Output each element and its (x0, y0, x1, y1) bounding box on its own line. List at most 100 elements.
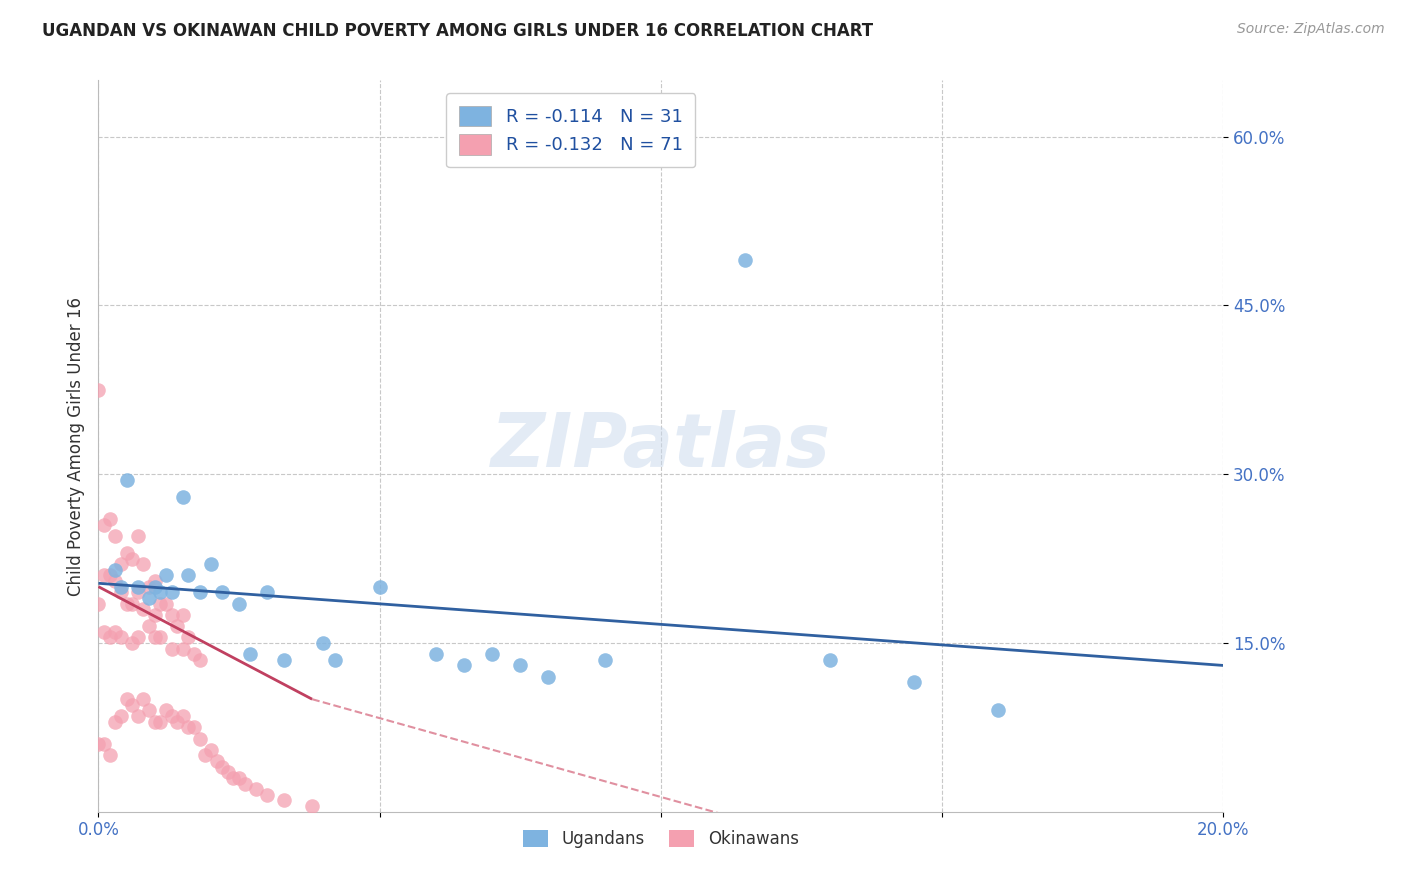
Point (256, 788, 278, 802)
Point (98, 630, 121, 644)
Point (98, 568, 121, 582)
Point (143, 574, 166, 588)
Point (149, 585, 172, 599)
Point (200, 557, 222, 571)
Point (143, 607, 166, 622)
Point (172, 607, 194, 622)
Point (93, 517, 115, 532)
Point (273, 653, 295, 667)
Point (194, 748, 217, 763)
Point (110, 709, 132, 723)
Point (301, 799, 323, 814)
Point (172, 641, 194, 656)
Point (228, 597, 250, 611)
Point (481, 647, 503, 661)
Point (110, 630, 132, 644)
Point (93, 737, 115, 751)
Point (177, 720, 200, 734)
Point (115, 692, 138, 706)
Point (104, 574, 127, 588)
Point (143, 714, 166, 729)
Legend: Ugandans, Okinawans: Ugandans, Okinawans (516, 823, 806, 855)
Point (453, 658, 475, 673)
Point (93, 624, 115, 639)
Point (188, 585, 211, 599)
Point (818, 653, 841, 667)
Point (115, 546, 138, 560)
Point (121, 636, 143, 650)
Point (149, 630, 172, 644)
Point (121, 597, 143, 611)
Point (143, 630, 166, 644)
Point (93, 568, 115, 582)
Point (149, 714, 172, 729)
Text: Source: ZipAtlas.com: Source: ZipAtlas.com (1237, 22, 1385, 37)
Point (239, 647, 262, 661)
Point (211, 760, 233, 774)
Point (217, 765, 239, 780)
Point (593, 653, 616, 667)
Point (98, 748, 121, 763)
Point (110, 585, 132, 599)
Point (138, 580, 160, 594)
Point (138, 619, 160, 633)
Point (155, 597, 177, 611)
Point (155, 703, 177, 717)
Point (166, 619, 188, 633)
Point (233, 776, 256, 790)
Point (110, 557, 132, 571)
Point (172, 709, 194, 723)
Text: UGANDAN VS OKINAWAN CHILD POVERTY AMONG GIRLS UNDER 16 CORRELATION CHART: UGANDAN VS OKINAWAN CHILD POVERTY AMONG … (42, 22, 873, 40)
Point (256, 585, 278, 599)
Point (172, 490, 194, 504)
Point (132, 557, 155, 571)
Point (132, 602, 155, 616)
Point (245, 782, 267, 797)
Point (228, 771, 250, 785)
Point (143, 580, 166, 594)
Point (104, 714, 127, 729)
Point (903, 675, 925, 690)
Point (200, 743, 222, 757)
Point (368, 580, 391, 594)
Point (183, 647, 205, 661)
Point (188, 731, 211, 746)
Point (98, 512, 121, 526)
Point (323, 653, 346, 667)
Point (509, 658, 531, 673)
Point (104, 529, 127, 543)
Point (177, 630, 200, 644)
Point (160, 709, 183, 723)
Point (537, 670, 560, 684)
Point (121, 551, 143, 566)
Point (211, 585, 233, 599)
Point (987, 703, 1010, 717)
Point (127, 585, 149, 599)
Point (104, 624, 127, 639)
Point (183, 720, 205, 734)
Point (127, 580, 149, 594)
Point (127, 709, 149, 723)
Y-axis label: Child Poverty Among Girls Under 16: Child Poverty Among Girls Under 16 (66, 296, 84, 596)
Point (138, 703, 160, 717)
Point (155, 568, 177, 582)
Point (273, 793, 295, 807)
Point (205, 754, 228, 768)
Text: ZIPatlas: ZIPatlas (491, 409, 831, 483)
Point (734, 253, 756, 268)
Point (149, 597, 172, 611)
Point (138, 591, 160, 605)
Point (177, 568, 200, 582)
Point (121, 698, 143, 712)
Point (222, 771, 245, 785)
Point (115, 473, 138, 487)
Point (104, 563, 127, 577)
Point (160, 585, 183, 599)
Point (312, 636, 335, 650)
Point (127, 630, 149, 644)
Point (166, 714, 188, 729)
Point (160, 641, 183, 656)
Point (110, 580, 132, 594)
Point (87, 737, 110, 751)
Point (188, 653, 211, 667)
